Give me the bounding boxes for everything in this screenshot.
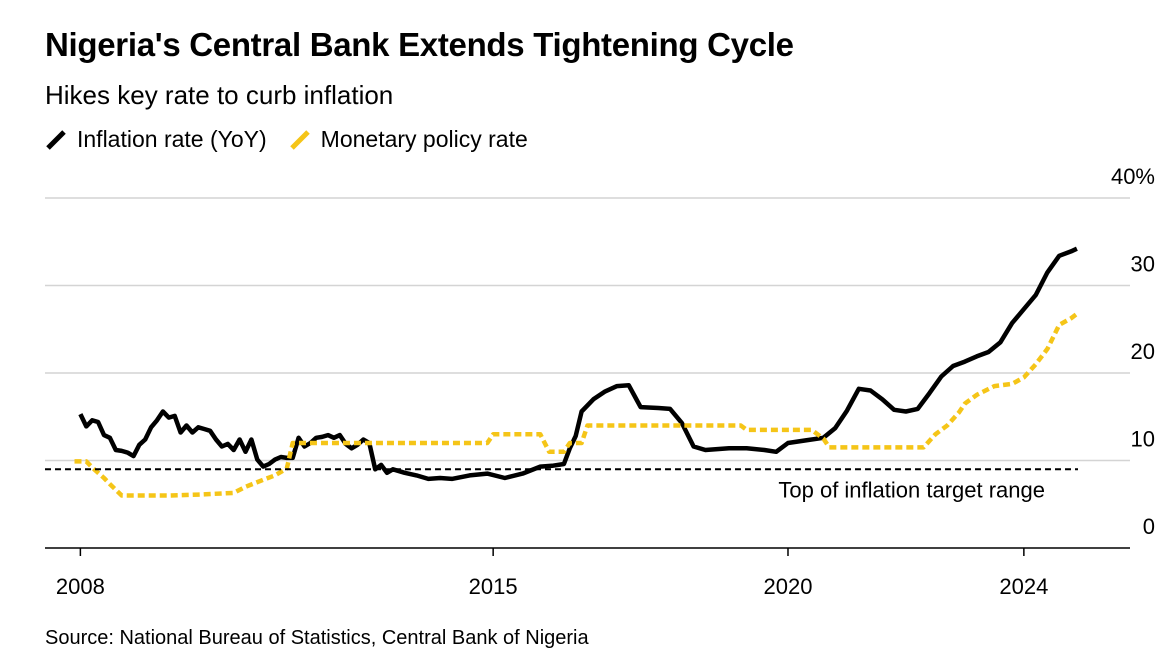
x-tick-label-2015: 2015 [469, 574, 518, 599]
chart-subtitle: Hikes key rate to curb inflation [45, 80, 394, 110]
x-tick-label-2024: 2024 [999, 574, 1048, 599]
x-tick-label-2008: 2008 [56, 574, 105, 599]
legend-item-inflation: Inflation rate (YoY) [45, 126, 267, 153]
legend: Inflation rate (YoY) Monetary policy rat… [45, 126, 550, 153]
target-range-label: Top of inflation target range [778, 477, 1045, 502]
legend-label-inflation: Inflation rate (YoY) [77, 126, 267, 152]
x-tick-label-2020: 2020 [764, 574, 813, 599]
series-lines [74, 246, 1079, 498]
chart-title: Nigeria's Central Bank Extends Tightenin… [45, 26, 794, 63]
inflation-rate-line [78, 246, 1078, 482]
monetary-policy-rate-line [74, 312, 1079, 498]
legend-item-policy-rate: Monetary policy rate [289, 126, 528, 153]
y-tick-label-20: 20 [1131, 339, 1155, 364]
gridlines [45, 197, 1130, 462]
legend-swatch-inflation [46, 129, 66, 150]
legend-label-policy-rate: Monetary policy rate [320, 126, 528, 152]
tick-labels: 0 10 20 30 40% 2008 2015 2020 2024 [56, 164, 1155, 599]
x-axis [45, 547, 1130, 556]
legend-swatch-policy-rate [289, 129, 310, 150]
y-tick-label-30: 30 [1131, 252, 1155, 277]
y-tick-label-10: 10 [1131, 427, 1155, 452]
source-note: Source: National Bureau of Statistics, C… [45, 627, 589, 649]
reference-layer: Top of inflation target range [45, 468, 1078, 502]
y-tick-label-0: 0 [1143, 514, 1155, 539]
y-tick-label-40: 40% [1111, 164, 1155, 189]
